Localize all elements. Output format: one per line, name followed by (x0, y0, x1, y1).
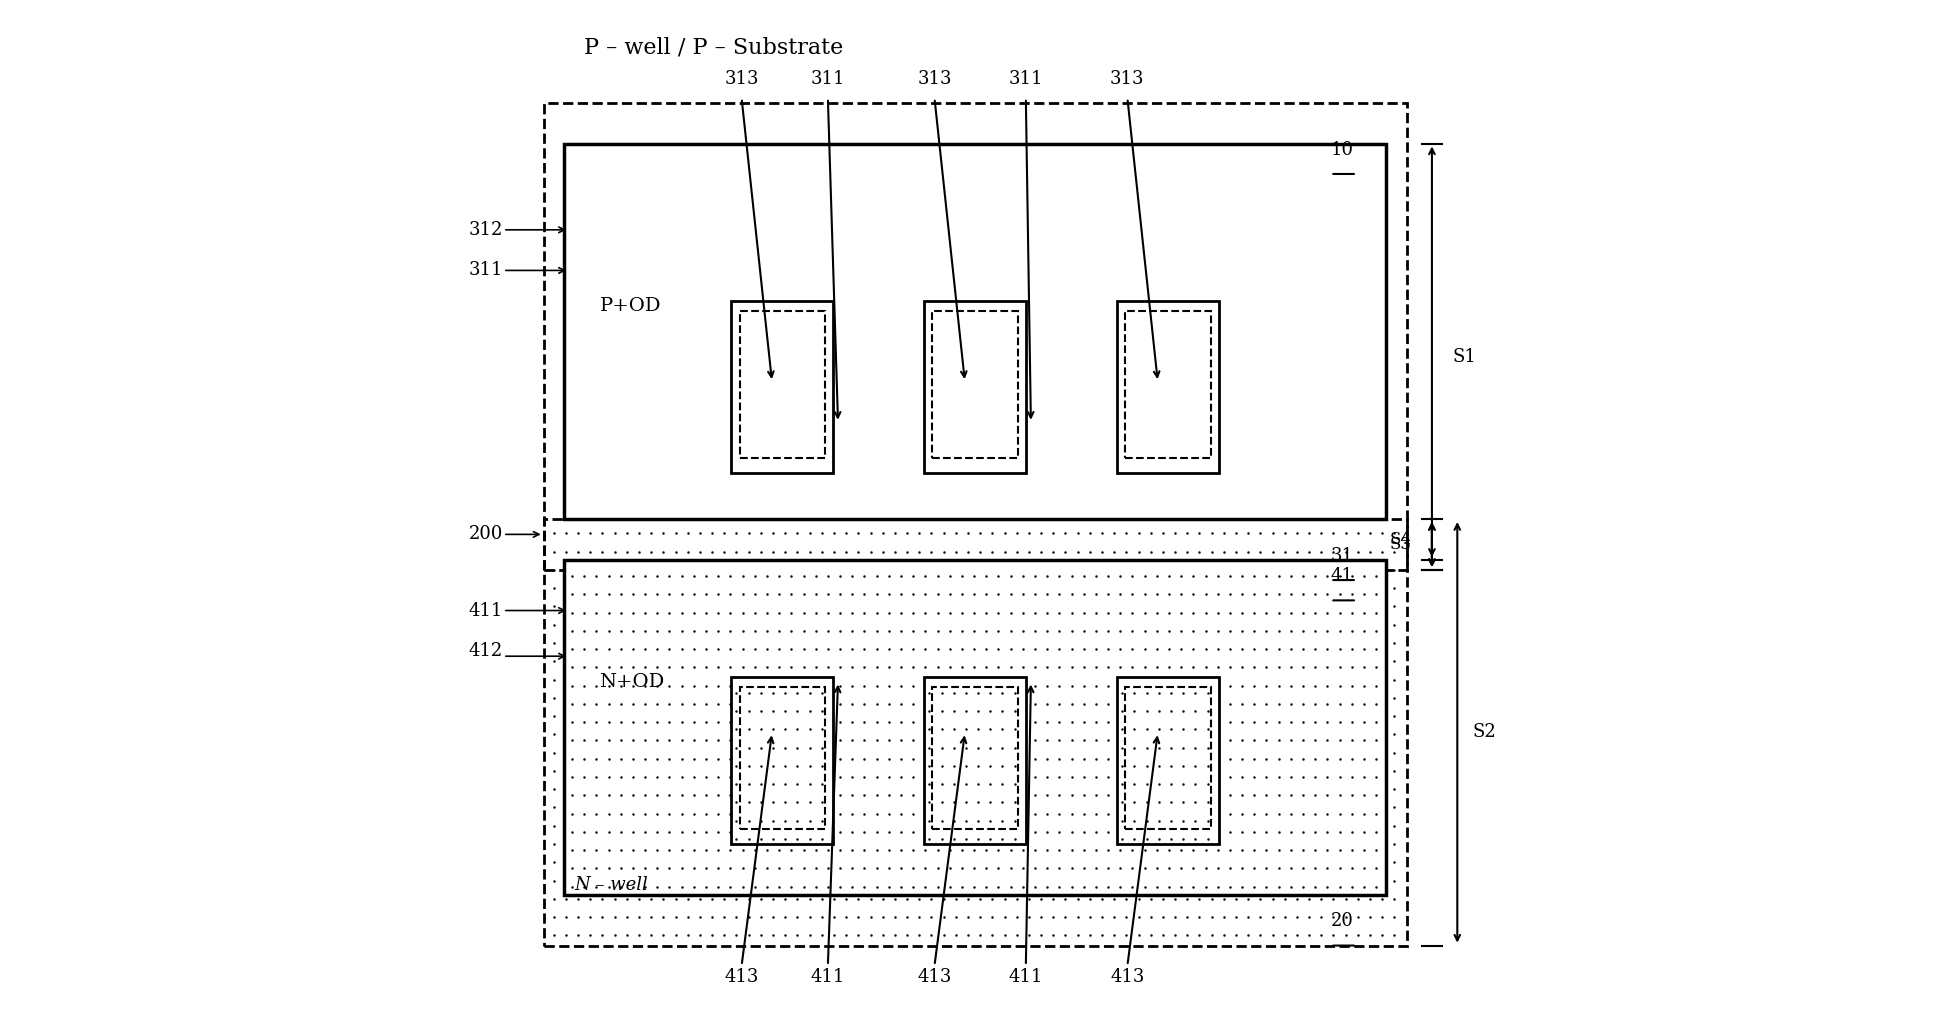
Text: 411: 411 (1008, 968, 1043, 986)
Bar (731, 301, 832, 473)
Text: 311: 311 (1008, 69, 1043, 88)
Text: 31: 31 (1330, 547, 1353, 565)
Text: 411: 411 (469, 602, 502, 620)
Bar (1117, 677, 1218, 844)
Text: 20: 20 (1330, 912, 1353, 930)
Text: S1: S1 (1452, 348, 1476, 365)
Text: S4: S4 (1388, 531, 1412, 548)
Text: 413: 413 (917, 968, 952, 986)
Bar (923, 301, 1026, 473)
Text: 311: 311 (467, 262, 502, 279)
Text: 312: 312 (469, 221, 502, 239)
Text: P+OD: P+OD (599, 297, 661, 315)
Text: 412: 412 (469, 642, 502, 660)
Bar (923, 677, 1026, 844)
Text: 413: 413 (1109, 968, 1144, 986)
Bar (1117, 301, 1218, 473)
Text: S2: S2 (1472, 724, 1495, 741)
Bar (731, 677, 832, 844)
Text: 41: 41 (1330, 567, 1353, 585)
Text: 411: 411 (811, 968, 845, 986)
Text: S3: S3 (1388, 536, 1412, 553)
Text: N – well: N – well (574, 875, 648, 894)
Text: N+OD: N+OD (599, 673, 665, 690)
Text: 313: 313 (723, 69, 758, 88)
Text: P – well / P – Substrate: P – well / P – Substrate (584, 36, 843, 58)
Text: 313: 313 (917, 69, 952, 88)
FancyBboxPatch shape (564, 560, 1386, 895)
Text: 413: 413 (723, 968, 758, 986)
Text: 311: 311 (811, 69, 845, 88)
Text: 10: 10 (1330, 140, 1353, 159)
Bar (543, 519, 1406, 946)
FancyBboxPatch shape (564, 144, 1386, 519)
Text: 313: 313 (1109, 69, 1144, 88)
Text: 200: 200 (469, 525, 502, 544)
